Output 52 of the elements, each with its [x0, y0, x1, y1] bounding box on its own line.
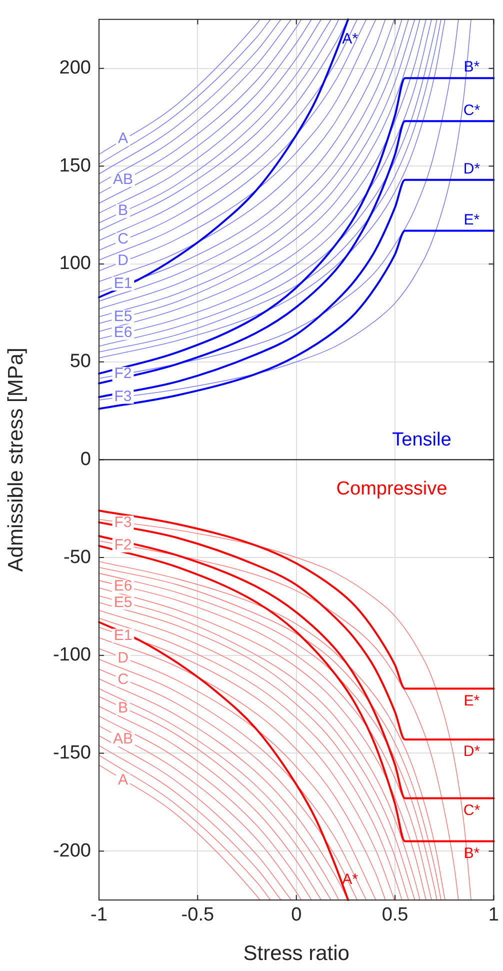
- series-label: D*: [463, 160, 480, 178]
- series-label: B*: [464, 58, 480, 76]
- series-label: A*: [342, 30, 358, 48]
- series-label: F2: [114, 365, 132, 382]
- annotation: Compressive: [336, 478, 448, 500]
- series-label: F3: [114, 514, 132, 531]
- y-tick-label: -100: [52, 644, 91, 666]
- series-label: A*: [342, 871, 358, 888]
- series-label: AB: [112, 730, 134, 748]
- series-label: A: [118, 772, 128, 789]
- series-label: D*: [463, 743, 480, 760]
- x-tick-label: -1: [90, 904, 108, 926]
- series-label: E6: [114, 578, 132, 595]
- series-label: E6: [114, 324, 132, 341]
- series-label: AB: [112, 171, 134, 188]
- y-axis-title: Admissible stress [MPa]: [4, 348, 28, 572]
- line-series: [98, 510, 495, 690]
- series-label: C: [118, 230, 129, 248]
- y-tick-label: -200: [52, 840, 91, 862]
- y-tick-label: 200: [59, 58, 91, 79]
- series-label: B: [118, 202, 128, 220]
- line-series: [98, 230, 495, 410]
- series-label: E1: [114, 626, 132, 644]
- series-label: C*: [463, 102, 480, 119]
- series-label: C*: [463, 802, 480, 819]
- y-tick-label: 0: [80, 448, 91, 470]
- line-series: [98, 120, 495, 384]
- series-label: D: [118, 252, 129, 270]
- y-tick-label: 100: [59, 253, 91, 274]
- annotation: Tensile: [392, 429, 452, 450]
- x-tick-label: -0.5: [181, 904, 214, 926]
- x-axis-title: Stress ratio: [243, 942, 350, 966]
- series-label: B*: [464, 844, 480, 862]
- series-label: E1: [114, 274, 132, 292]
- y-tick-label: -50: [64, 546, 91, 568]
- series-label: E*: [464, 211, 480, 228]
- series-label: D: [118, 649, 129, 666]
- y-tick-label: 150: [59, 155, 91, 176]
- series-label: E5: [114, 308, 132, 325]
- series-label: B: [118, 700, 128, 717]
- x-tick-label: 0: [291, 904, 302, 926]
- series-label: C: [118, 670, 129, 688]
- series-label: E5: [114, 594, 132, 611]
- series-label: E*: [464, 692, 480, 710]
- series-label: F3: [114, 388, 132, 405]
- y-tick-label: 50: [70, 351, 91, 372]
- line-series: [98, 535, 495, 800]
- series-label: A: [118, 130, 128, 148]
- series-label: F2: [114, 536, 132, 554]
- y-tick-label: -150: [52, 742, 91, 764]
- x-tick-label: 0.5: [382, 904, 408, 926]
- x-tick-label: 1: [488, 904, 500, 926]
